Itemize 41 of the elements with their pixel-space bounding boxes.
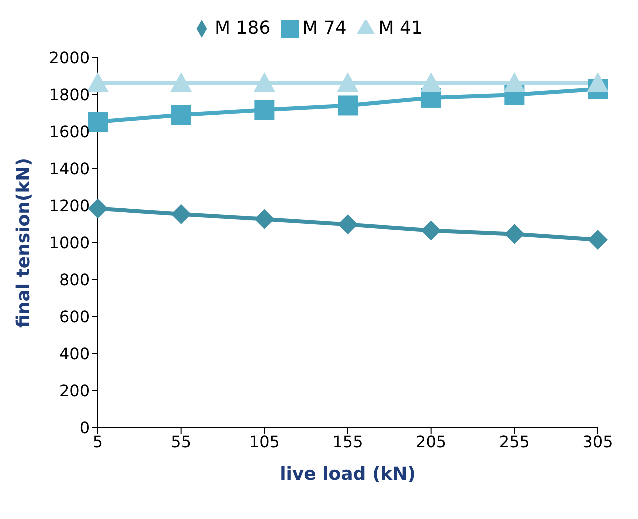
y-tick-label: 1600 <box>49 122 90 142</box>
x-tick-label: 155 <box>332 432 364 452</box>
y-tick-label: 800 <box>59 270 90 290</box>
point <box>587 72 609 93</box>
x-tick-label: 105 <box>249 432 280 452</box>
y-tick-label: 600 <box>59 308 90 327</box>
y-tick-label: 200 <box>59 382 90 401</box>
point <box>420 72 442 93</box>
point <box>171 105 192 126</box>
point <box>88 112 108 132</box>
legend-label: M 186 <box>215 18 271 39</box>
x-tick-label: 5 <box>92 432 104 452</box>
x-tick-label: 305 <box>582 432 614 452</box>
point <box>87 72 109 93</box>
legend-label: M 41 <box>378 18 423 39</box>
point <box>338 214 358 235</box>
point <box>254 209 275 230</box>
y-tick-label: 1200 <box>49 196 90 216</box>
point <box>421 220 442 241</box>
y-tick-label: 1000 <box>49 234 90 253</box>
point <box>588 230 608 250</box>
point <box>254 72 276 93</box>
y-tick-label: 1400 <box>49 160 90 179</box>
y-tick-label: 1800 <box>49 86 90 105</box>
point <box>504 224 525 244</box>
point <box>254 100 275 120</box>
y-tick-label: 2000 <box>49 48 90 68</box>
point <box>338 96 358 116</box>
point <box>170 72 192 93</box>
x-tick-label: 55 <box>171 432 192 452</box>
x-tick-label: 205 <box>416 432 447 452</box>
point <box>337 72 359 93</box>
x-tick-label: 255 <box>499 432 530 452</box>
point <box>171 204 192 224</box>
y-tick-label: 400 <box>59 344 90 364</box>
legend-label: M 74 <box>302 18 347 39</box>
y-axis-title: final tension(kN) <box>13 158 34 328</box>
y-tick-label: 0 <box>80 418 90 438</box>
x-axis-title: live load (kN) <box>280 464 416 485</box>
point <box>88 198 108 219</box>
point <box>504 72 526 93</box>
